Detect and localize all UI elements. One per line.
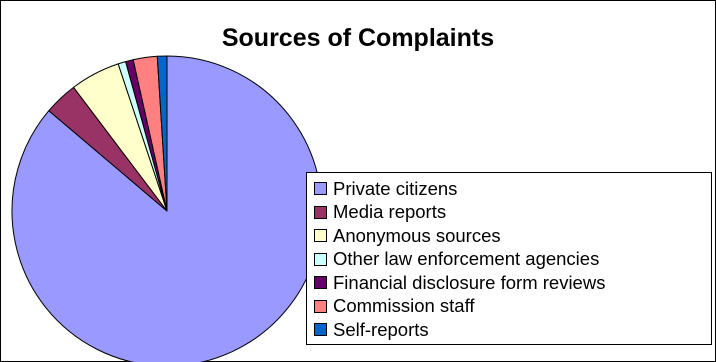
legend-swatch xyxy=(314,205,327,219)
legend: Private citizens Media reports Anonymous s… xyxy=(306,172,712,345)
legend-item: Other law enforcement agencies xyxy=(307,248,711,272)
legend-swatch xyxy=(314,182,327,196)
chart-title: Sources of Complaints xyxy=(221,24,495,52)
legend-label: Private citizens xyxy=(333,177,458,199)
legend-swatch xyxy=(314,252,327,266)
legend-swatch xyxy=(314,276,327,290)
legend-item: Private citizens xyxy=(307,177,711,201)
legend-item: Media reports xyxy=(307,201,711,225)
legend-label: Financial disclosure form reviews xyxy=(333,271,606,293)
legend-swatch xyxy=(314,299,327,313)
legend-swatch xyxy=(314,229,327,243)
legend-swatch xyxy=(314,323,327,337)
legend-item: Commission staff xyxy=(307,295,711,319)
legend-item: Self-reports xyxy=(307,318,711,342)
legend-item: Financial disclosure form reviews xyxy=(307,271,711,295)
pie-slice-self-reports xyxy=(156,55,168,212)
legend-label: Media reports xyxy=(333,201,447,222)
legend-label: Self-reports xyxy=(333,318,429,340)
legend-item: Anonymous sources xyxy=(307,224,711,248)
legend-label: Anonymous sources xyxy=(333,224,501,246)
legend-label: Other law enforcement agencies xyxy=(333,248,600,269)
legend-label: Commission staff xyxy=(333,295,475,316)
pie-slice-private-citizens xyxy=(11,55,323,362)
